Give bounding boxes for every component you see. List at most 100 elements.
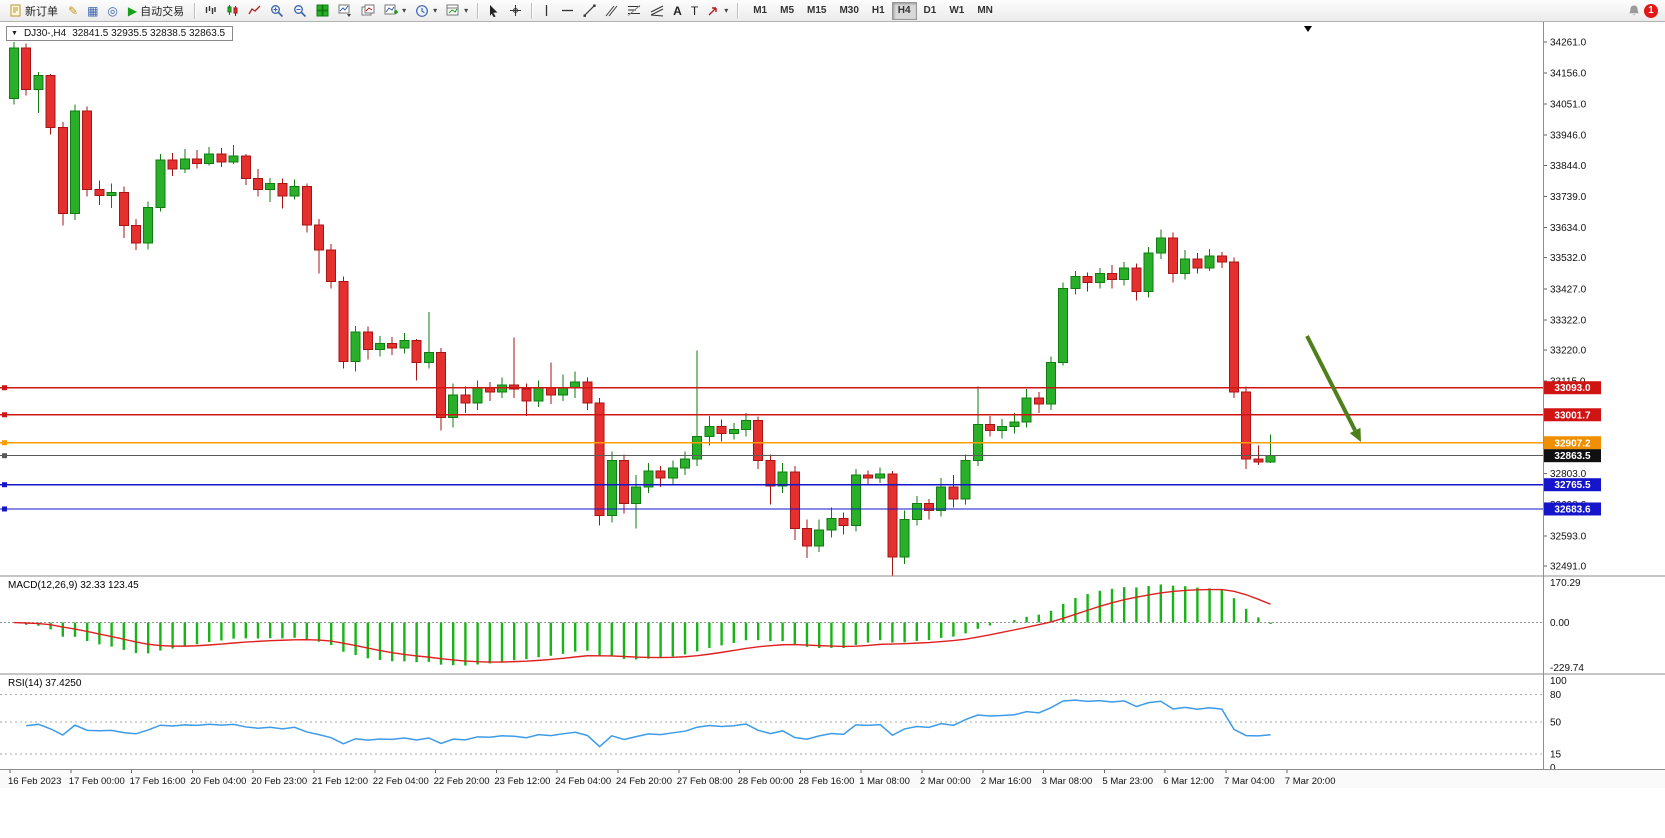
rsi-axis-label: 15 bbox=[1550, 750, 1562, 761]
navigator-button[interactable]: ◎ bbox=[103, 1, 121, 21]
auto-trading-button[interactable]: ▶ 自动交易 bbox=[123, 1, 189, 21]
pitchfork-button[interactable] bbox=[646, 1, 668, 21]
fibonacci-button[interactable] bbox=[623, 1, 645, 21]
text-label-button[interactable]: T bbox=[687, 1, 702, 21]
templates-button[interactable]: ▾ bbox=[442, 1, 472, 21]
text-icon: A bbox=[673, 3, 682, 18]
toolbar-right: 1 bbox=[1627, 3, 1661, 18]
chart-shift-marker-icon[interactable] bbox=[1304, 26, 1312, 32]
timeframe-button-m1[interactable]: M1 bbox=[747, 2, 773, 20]
price-level-badge bbox=[1544, 381, 1601, 395]
level-anchor-marker[interactable] bbox=[2, 412, 7, 418]
market-watch-button[interactable]: ▦ bbox=[83, 1, 102, 21]
rsi-axis-label: 0 bbox=[1550, 763, 1556, 774]
time-axis-label[interactable]: 23 Feb 12:00 bbox=[494, 776, 550, 787]
zoom-in-button[interactable] bbox=[266, 1, 288, 21]
time-axis-label[interactable]: 7 Mar 20:00 bbox=[1285, 776, 1336, 787]
level-anchor-marker[interactable] bbox=[2, 385, 7, 391]
templates-icon bbox=[446, 4, 459, 16]
price-axis-label: 32803.0 bbox=[1550, 469, 1587, 480]
time-axis-label[interactable]: 27 Feb 08:00 bbox=[677, 776, 733, 787]
zoom-out-button[interactable] bbox=[289, 1, 311, 21]
time-axis-label[interactable]: 24 Feb 20:00 bbox=[616, 776, 672, 787]
macd-axis-label: -229.74 bbox=[1550, 663, 1584, 674]
notification-badge[interactable]: 1 bbox=[1644, 3, 1658, 18]
arrow-tools-button[interactable]: ▾ bbox=[703, 1, 732, 21]
line-chart-button[interactable] bbox=[244, 1, 265, 21]
arrow-annotation-head[interactable] bbox=[1349, 427, 1361, 442]
timeframe-button-h1[interactable]: H1 bbox=[866, 2, 891, 20]
timeframe-button-m15[interactable]: M15 bbox=[801, 2, 832, 20]
time-axis-label[interactable]: 22 Feb 20:00 bbox=[434, 776, 490, 787]
time-axis-label[interactable]: 2 Mar 16:00 bbox=[981, 776, 1032, 787]
price-axis-label: 33532.0 bbox=[1550, 253, 1587, 264]
candlestick-chart-button[interactable] bbox=[222, 1, 243, 21]
periods-button[interactable]: ▾ bbox=[411, 1, 441, 21]
toolbar-separator bbox=[194, 2, 196, 19]
bar-chart-icon bbox=[205, 6, 216, 14]
time-axis-label[interactable]: 28 Feb 00:00 bbox=[738, 776, 794, 787]
channel-icon bbox=[605, 5, 618, 17]
level-anchor-marker[interactable] bbox=[2, 506, 7, 512]
macd-histogram bbox=[25, 584, 1272, 666]
metaeditor-icon: ✎ bbox=[68, 3, 79, 18]
time-axis-label[interactable]: 5 Mar 23:00 bbox=[1102, 776, 1153, 787]
metaeditor-button[interactable]: ✎ bbox=[64, 1, 82, 21]
time-axis-label[interactable]: 1 Mar 08:00 bbox=[859, 776, 910, 787]
arrow-annotation[interactable] bbox=[1305, 335, 1357, 432]
timeframe-button-mn[interactable]: MN bbox=[971, 2, 999, 20]
time-axis-label[interactable]: 21 Feb 12:00 bbox=[312, 776, 368, 787]
channel-button[interactable] bbox=[601, 1, 622, 21]
current-price-badge bbox=[1544, 449, 1601, 463]
time-axis-label[interactable]: 3 Mar 08:00 bbox=[1042, 776, 1093, 787]
new-chart-icon bbox=[384, 4, 399, 15]
crosshair-button[interactable] bbox=[505, 1, 526, 21]
tile-windows-button[interactable] bbox=[312, 1, 333, 21]
arrange-charts-button[interactable] bbox=[334, 1, 356, 21]
timeframe-button-m5[interactable]: M5 bbox=[774, 2, 800, 20]
vertical-line-button[interactable] bbox=[537, 1, 556, 21]
bar-chart-button[interactable] bbox=[200, 1, 221, 21]
price-axis-label: 33844.0 bbox=[1550, 161, 1587, 172]
new-order-button[interactable]: 新订单 bbox=[4, 1, 63, 21]
bell-icon[interactable] bbox=[1627, 4, 1641, 18]
time-axis-label[interactable]: 16 Feb 2023 bbox=[8, 776, 61, 787]
time-axis-label[interactable]: 28 Feb 16:00 bbox=[798, 776, 854, 787]
time-axis-label[interactable]: 6 Mar 12:00 bbox=[1163, 776, 1214, 787]
price-axis-label: 32593.0 bbox=[1550, 531, 1587, 542]
time-axis-label[interactable]: 17 Feb 16:00 bbox=[130, 776, 186, 787]
time-axis-label[interactable]: 7 Mar 04:00 bbox=[1224, 776, 1275, 787]
time-axis-label[interactable]: 20 Feb 23:00 bbox=[251, 776, 307, 787]
price-axis-label: 33322.0 bbox=[1550, 315, 1587, 326]
rsi-axis-label: 80 bbox=[1550, 690, 1562, 701]
timeframe-button-h4[interactable]: H4 bbox=[891, 1, 917, 20]
new-chart-button[interactable]: ▾ bbox=[380, 1, 410, 21]
macd-axis-label: 0.00 bbox=[1550, 618, 1570, 629]
text-button[interactable]: A bbox=[669, 1, 686, 21]
collapse-triangle-icon[interactable]: ▼ bbox=[11, 30, 18, 37]
price-axis-label: 32491.0 bbox=[1550, 562, 1587, 573]
level-anchor-marker[interactable] bbox=[2, 453, 7, 459]
cascade-charts-button[interactable] bbox=[357, 1, 379, 21]
trendline-button[interactable] bbox=[579, 1, 600, 21]
time-axis-label[interactable]: 24 Feb 04:00 bbox=[555, 776, 611, 787]
vertical-line-icon bbox=[546, 5, 548, 16]
time-axis-label[interactable]: 2 Mar 00:00 bbox=[920, 776, 971, 787]
timeframe-button-m30[interactable]: M30 bbox=[833, 2, 864, 20]
horizontal-line-button[interactable] bbox=[557, 1, 578, 21]
timeframe-button-d1[interactable]: D1 bbox=[918, 2, 943, 20]
chevron-down-icon: ▾ bbox=[433, 6, 438, 15]
time-axis-label[interactable]: 22 Feb 04:00 bbox=[373, 776, 429, 787]
time-axis-label[interactable]: 17 Feb 00:00 bbox=[69, 776, 125, 787]
price-chart-canvas[interactable]: 34261.0 34156.0 34051.0 33946.0 33844.0 33739… bbox=[0, 22, 1665, 838]
market-watch-icon: ▦ bbox=[87, 3, 99, 18]
rsi-line bbox=[26, 699, 1271, 748]
level-anchor-marker[interactable] bbox=[2, 440, 7, 446]
toolbar-separator bbox=[737, 2, 739, 19]
cursor-button[interactable] bbox=[483, 1, 504, 21]
timeframe-button-w1[interactable]: W1 bbox=[943, 2, 970, 20]
navigator-icon: ◎ bbox=[107, 3, 118, 18]
time-axis-label[interactable]: 20 Feb 04:00 bbox=[190, 776, 246, 787]
periods-icon bbox=[416, 4, 429, 17]
level-anchor-marker[interactable] bbox=[2, 482, 7, 488]
